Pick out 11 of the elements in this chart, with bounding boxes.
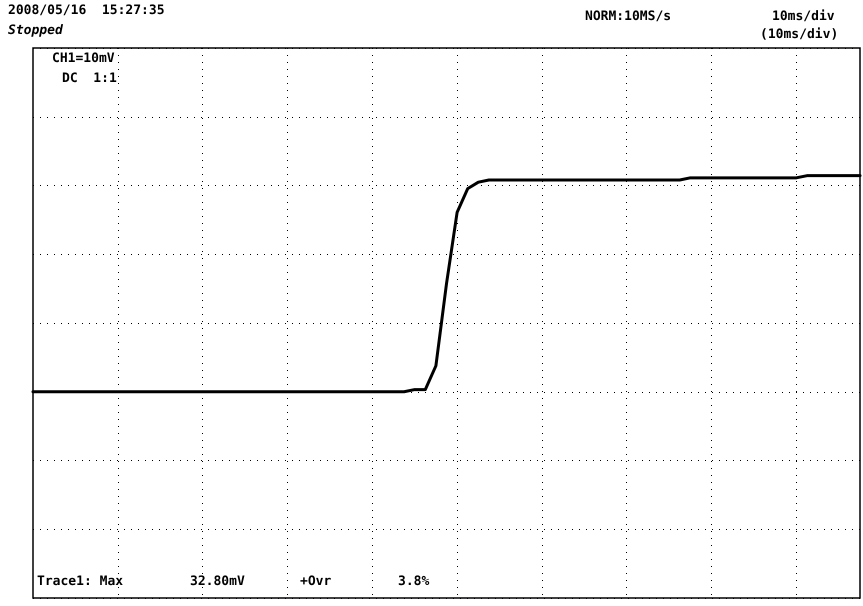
text: Trace1: Max — [37, 574, 124, 589]
text: 2008/05/16 15:27:35 — [8, 3, 165, 18]
text: DC 1:1 — [62, 71, 117, 86]
text: +Ovr — [300, 574, 332, 589]
text: NORM:10MS/s — [585, 9, 672, 24]
text: 32.80mV — [190, 574, 245, 589]
text: (10ms/div) — [760, 27, 838, 42]
text: 3.8% — [398, 574, 430, 589]
text: CH1=10mV — [52, 51, 115, 66]
text: Stopped — [8, 23, 64, 38]
text: 10ms/div — [772, 9, 835, 24]
